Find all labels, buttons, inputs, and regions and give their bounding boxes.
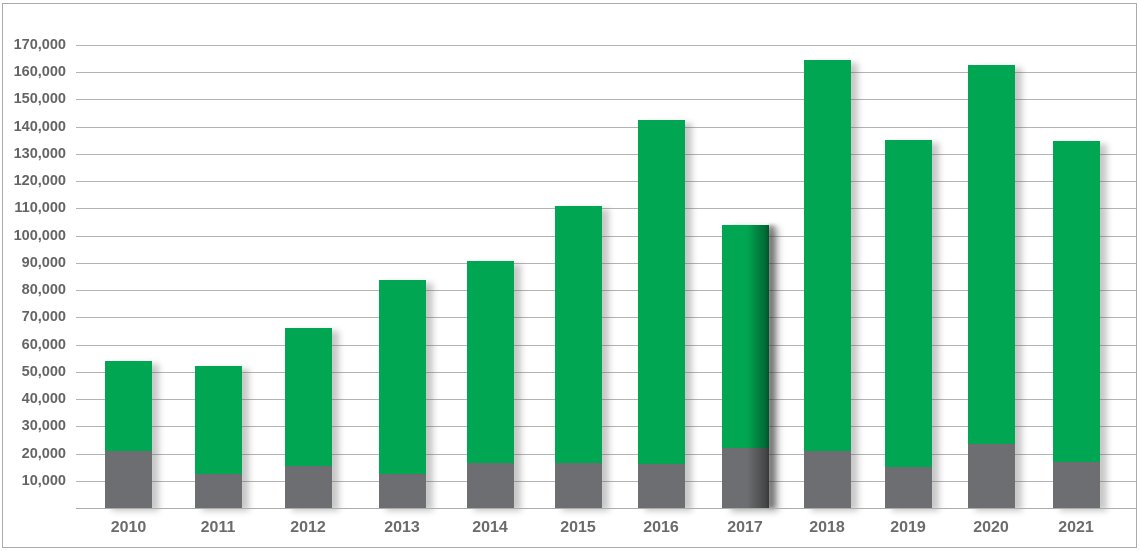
x-axis-tick-label-2017: 2017 bbox=[727, 519, 763, 536]
bar-2018-green-segment bbox=[803, 59, 851, 451]
gridline-100000 bbox=[76, 235, 1136, 237]
gridline-80000 bbox=[76, 290, 1136, 291]
y-axis-tick-label: 170,000 bbox=[13, 36, 66, 53]
gridline-60000 bbox=[76, 344, 1136, 346]
gridline-160000 bbox=[76, 72, 1136, 73]
y-axis-tick-label: 160,000 bbox=[13, 64, 66, 80]
bar-2019-green-segment bbox=[884, 140, 932, 468]
bar-2012 bbox=[284, 328, 332, 508]
gridline-150000 bbox=[76, 99, 1136, 101]
y-axis-tick-label: 60,000 bbox=[21, 336, 66, 353]
bar-2011-green-segment bbox=[194, 366, 242, 474]
bar-2011-gray-segment bbox=[194, 473, 242, 508]
bar-2011 bbox=[194, 366, 242, 508]
y-axis-tick-label: 20,000 bbox=[21, 445, 66, 462]
bar-2021-green-segment bbox=[1052, 141, 1100, 462]
y-axis-tick-label: 100,000 bbox=[13, 227, 66, 244]
bar-2020 bbox=[967, 65, 1015, 508]
x-axis-tick-label-2020: 2020 bbox=[973, 519, 1009, 536]
y-axis-tick-label: 80,000 bbox=[21, 282, 66, 298]
bar-2018-gray-segment bbox=[803, 450, 851, 508]
bar-2014 bbox=[466, 261, 514, 508]
y-axis-tick-label: 30,000 bbox=[21, 418, 66, 435]
bar-2012-gray-segment bbox=[284, 465, 332, 508]
x-axis-tick-label-2012: 2012 bbox=[290, 519, 326, 536]
bar-2017-gray-segment bbox=[721, 448, 769, 508]
bar-2013-green-segment bbox=[378, 280, 426, 474]
y-axis-tick-label: 110,000 bbox=[14, 200, 66, 217]
x-axis-baseline bbox=[76, 508, 1136, 509]
gridline-140000 bbox=[76, 126, 1136, 128]
bar-2020-green-segment bbox=[967, 65, 1015, 444]
y-axis-tick-label: 120,000 bbox=[13, 173, 66, 189]
bar-2018 bbox=[803, 59, 851, 508]
gridline-120000 bbox=[76, 181, 1136, 182]
x-axis-tick-label-2011: 2011 bbox=[200, 519, 236, 536]
x-axis-tick-label-2021: 2021 bbox=[1058, 519, 1094, 536]
x-axis-tick-label-2015: 2015 bbox=[560, 519, 596, 536]
x-axis-tick-label-2010: 2010 bbox=[110, 519, 147, 536]
bar-2016-gray-segment bbox=[637, 464, 685, 508]
y-axis-tick-label: 50,000 bbox=[21, 363, 66, 380]
gridline-50000 bbox=[76, 371, 1136, 373]
bar-2010 bbox=[105, 360, 152, 508]
gridline-40000 bbox=[76, 399, 1136, 400]
gridline-10000 bbox=[76, 480, 1136, 482]
bar-2021 bbox=[1052, 141, 1100, 508]
gridline-110000 bbox=[76, 208, 1136, 210]
bar-2014-green-segment bbox=[466, 261, 514, 464]
bar-2012-green-segment bbox=[284, 328, 332, 466]
bar-2019-gray-segment bbox=[884, 467, 932, 508]
gridline-90000 bbox=[76, 262, 1136, 264]
bar-2020-gray-segment bbox=[967, 443, 1015, 508]
gridline-20000 bbox=[76, 453, 1136, 455]
bar-2019 bbox=[884, 140, 932, 508]
bar-2021-gray-segment bbox=[1052, 461, 1100, 508]
gridline-70000 bbox=[76, 317, 1136, 319]
y-axis-tick-label: 130,000 bbox=[13, 145, 66, 162]
y-axis-tick-label: 10,000 bbox=[21, 472, 66, 489]
x-axis-tick-label-2014: 2014 bbox=[472, 519, 508, 536]
y-axis-tick-label: 70,000 bbox=[21, 309, 66, 326]
bar-2016 bbox=[637, 119, 685, 508]
y-axis-tick-label: 40,000 bbox=[21, 391, 66, 407]
bar-2015-green-segment bbox=[554, 205, 602, 464]
x-axis-tick-label-2019: 2019 bbox=[890, 519, 926, 536]
bar-2015-gray-segment bbox=[554, 463, 602, 508]
bar-2014-gray-segment bbox=[466, 463, 514, 508]
bar-2016-green-segment bbox=[637, 119, 685, 465]
gridline-170000 bbox=[76, 44, 1136, 46]
bar-2017 bbox=[721, 224, 769, 508]
gridline-30000 bbox=[76, 426, 1136, 428]
bar-2015 bbox=[554, 205, 602, 508]
x-axis-tick-label-2013: 2013 bbox=[384, 519, 420, 536]
bar-2013-gray-segment bbox=[378, 473, 426, 508]
y-axis-tick-label: 90,000 bbox=[21, 254, 66, 271]
y-axis-tick-label: 150,000 bbox=[13, 91, 66, 108]
bar-2017-green-segment bbox=[721, 224, 769, 449]
y-axis-tick-label: 140,000 bbox=[13, 118, 66, 135]
x-axis-tick-label-2018: 2018 bbox=[809, 519, 845, 536]
bar-2010-gray-segment bbox=[105, 450, 152, 508]
x-axis-tick-label-2016: 2016 bbox=[643, 519, 679, 536]
bar-2010-green-segment bbox=[105, 360, 152, 451]
bar-2013 bbox=[378, 280, 426, 508]
gridline-130000 bbox=[76, 153, 1136, 155]
